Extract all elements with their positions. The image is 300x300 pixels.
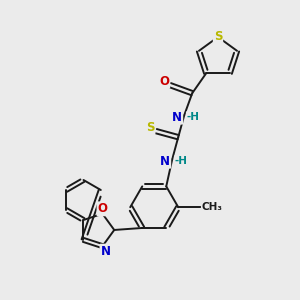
Text: N: N — [160, 155, 170, 168]
Text: O: O — [159, 75, 169, 88]
Text: N: N — [100, 244, 110, 258]
Text: CH₃: CH₃ — [202, 202, 223, 212]
Text: S: S — [214, 29, 222, 43]
Text: N: N — [172, 111, 182, 124]
Text: -H: -H — [187, 112, 200, 122]
Text: -H: -H — [175, 156, 188, 166]
Text: S: S — [146, 121, 154, 134]
Text: O: O — [98, 202, 107, 215]
